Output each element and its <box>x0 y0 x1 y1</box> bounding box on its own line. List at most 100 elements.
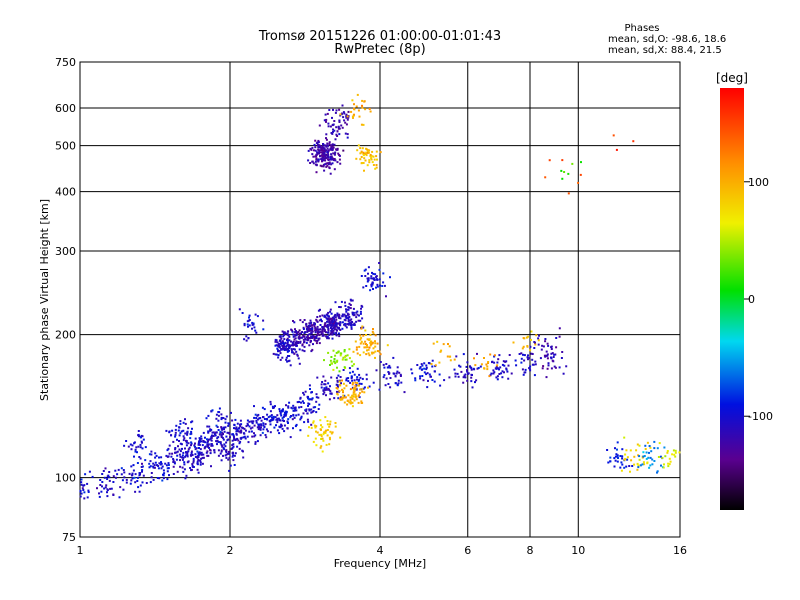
data-point <box>142 474 145 477</box>
data-point <box>515 364 518 367</box>
data-point <box>330 146 333 149</box>
data-point <box>201 456 204 459</box>
data-point <box>284 410 287 413</box>
data-point <box>283 349 286 351</box>
data-point <box>258 417 261 420</box>
data-point <box>370 275 373 278</box>
data-point <box>344 315 347 318</box>
data-point <box>323 330 326 333</box>
data-point <box>125 481 128 484</box>
data-point <box>205 417 208 420</box>
data-point <box>546 353 549 356</box>
data-point <box>334 328 336 331</box>
data-point <box>294 331 297 334</box>
data-point <box>312 440 315 443</box>
data-point <box>222 427 225 430</box>
data-point <box>382 363 385 366</box>
data-point <box>368 161 371 164</box>
data-point <box>560 169 563 172</box>
data-point <box>431 359 434 362</box>
data-point <box>186 454 189 457</box>
data-point <box>315 336 318 339</box>
data-point <box>521 347 524 350</box>
data-point <box>332 152 335 155</box>
data-point <box>223 448 226 451</box>
data-point <box>361 99 364 102</box>
data-point <box>277 344 279 347</box>
data-point <box>157 467 160 470</box>
data-point <box>457 375 460 378</box>
data-point <box>176 470 179 473</box>
data-point <box>273 426 276 429</box>
data-point <box>350 318 353 321</box>
data-point <box>220 426 223 429</box>
data-point <box>325 443 328 446</box>
data-point <box>253 435 256 438</box>
data-point <box>269 431 272 434</box>
data-point <box>285 344 288 347</box>
data-point <box>298 362 301 365</box>
data-point <box>187 448 190 451</box>
data-point <box>298 334 301 337</box>
data-point <box>318 337 321 340</box>
data-point <box>643 455 646 457</box>
data-point <box>361 388 364 391</box>
data-point <box>323 163 326 166</box>
data-point <box>339 317 342 320</box>
data-point <box>165 454 168 457</box>
data-point <box>288 355 291 357</box>
data-point <box>266 413 269 416</box>
data-point <box>327 382 330 385</box>
data-point <box>239 419 242 422</box>
data-point <box>103 476 106 479</box>
data-point <box>318 149 321 152</box>
data-point <box>320 386 323 389</box>
data-point <box>231 419 234 422</box>
data-point <box>206 445 209 448</box>
data-point <box>137 445 140 448</box>
data-point <box>287 355 289 357</box>
data-point <box>311 330 314 333</box>
data-point <box>339 354 342 357</box>
data-point <box>338 317 341 319</box>
data-point <box>321 314 324 317</box>
data-point <box>370 157 373 160</box>
data-point <box>426 372 429 375</box>
data-point <box>130 479 133 482</box>
data-point <box>395 372 398 375</box>
data-point <box>315 153 318 156</box>
data-point <box>215 413 218 416</box>
data-point <box>281 330 284 333</box>
data-point <box>431 365 434 368</box>
data-point <box>224 421 227 424</box>
data-point <box>138 456 141 458</box>
data-point <box>542 345 545 348</box>
data-point <box>421 375 424 377</box>
data-point <box>162 474 165 477</box>
data-point <box>232 454 235 457</box>
data-point <box>314 160 317 163</box>
data-point <box>249 427 252 430</box>
data-point <box>353 363 355 366</box>
data-point <box>253 405 255 408</box>
data-point <box>202 453 205 456</box>
data-point <box>328 166 331 169</box>
data-point <box>621 463 624 466</box>
data-point <box>291 329 293 332</box>
data-point <box>660 464 662 467</box>
data-point <box>334 425 337 428</box>
data-point <box>619 466 622 469</box>
data-point <box>118 496 121 499</box>
data-point <box>375 155 378 158</box>
data-point <box>190 430 193 433</box>
data-point <box>311 336 314 338</box>
data-point <box>329 359 332 362</box>
chart-subtitle: RwPretec (8p) <box>334 42 425 57</box>
data-point <box>262 422 265 425</box>
data-point <box>307 420 310 423</box>
data-point <box>310 350 313 353</box>
data-point <box>328 436 331 439</box>
data-point <box>364 329 367 332</box>
data-point <box>352 381 354 384</box>
data-point <box>644 448 647 450</box>
